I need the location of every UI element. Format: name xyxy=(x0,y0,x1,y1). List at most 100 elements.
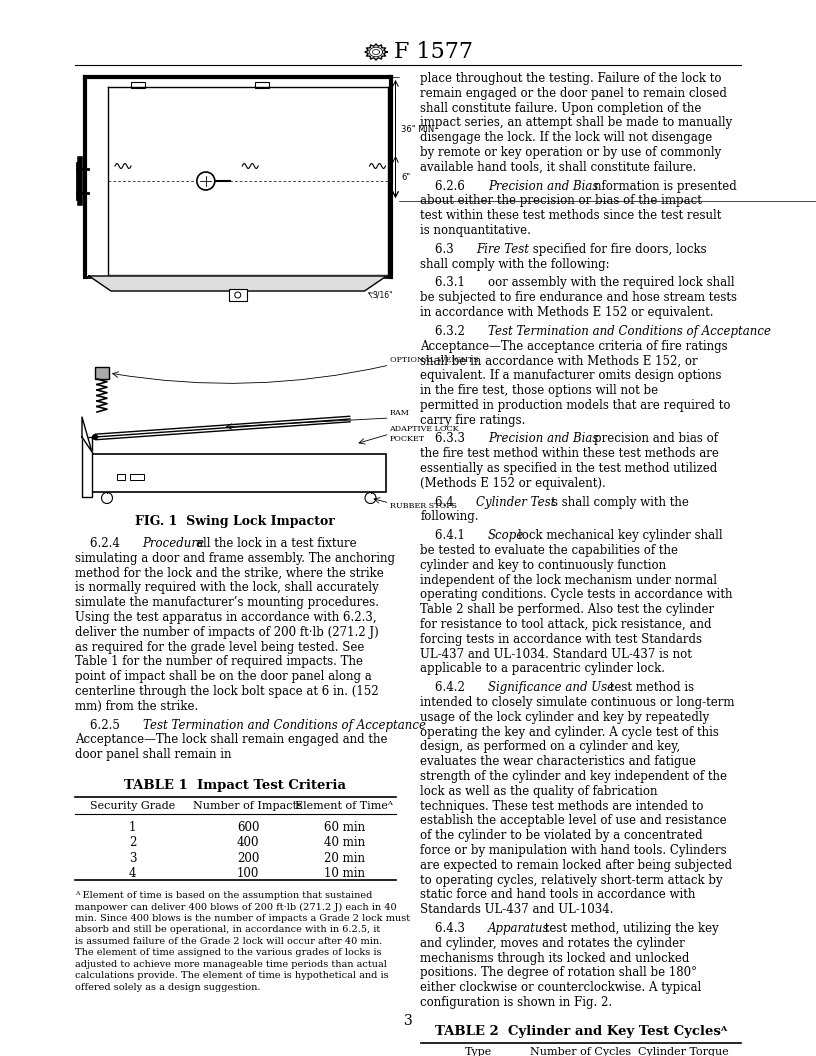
Text: usage of the lock cylinder and key by repeatedly: usage of the lock cylinder and key by re… xyxy=(420,711,710,723)
Polygon shape xyxy=(89,276,387,291)
Text: RAM: RAM xyxy=(389,409,410,417)
Text: force or by manipulation with hand tools. Cylinders: force or by manipulation with hand tools… xyxy=(420,844,727,857)
Text: F 1577: F 1577 xyxy=(394,41,473,63)
Text: Significance and Use: Significance and Use xyxy=(488,681,614,694)
Text: 6.4.2: 6.4.2 xyxy=(420,681,473,694)
Text: 1: 1 xyxy=(129,821,136,834)
Text: 6.3.3: 6.3.3 xyxy=(420,432,473,446)
Text: following.: following. xyxy=(420,510,479,524)
Text: 6.2.6: 6.2.6 xyxy=(420,180,473,192)
Bar xyxy=(255,81,268,88)
Text: oor assembly with the required lock shall: oor assembly with the required lock shal… xyxy=(488,277,734,289)
Text: shall constitute failure. Upon completion of the: shall constitute failure. Upon completio… xyxy=(420,101,702,115)
Circle shape xyxy=(101,492,113,504)
Text: about either the precision or bias of the impact: about either the precision or bias of th… xyxy=(420,194,703,207)
Text: RUBBER STOPS: RUBBER STOPS xyxy=(389,502,456,510)
Text: Precision and Bias: Precision and Bias xyxy=(488,180,598,192)
Text: the fire test method within these test methods are: the fire test method within these test m… xyxy=(420,447,720,460)
Text: all the lock in a test fixture: all the lock in a test fixture xyxy=(196,538,357,550)
Text: absorb and still be operational, in accordance with in 6.2.5, it: absorb and still be operational, in acco… xyxy=(75,925,380,935)
Text: Precision and Bias: Precision and Bias xyxy=(488,432,598,446)
Text: OPTIONAL WEIGHTS: OPTIONAL WEIGHTS xyxy=(389,356,478,364)
Text: simulate the manufacturer’s mounting procedures.: simulate the manufacturer’s mounting pro… xyxy=(75,597,379,609)
Text: 6.4.1: 6.4.1 xyxy=(420,529,473,542)
Circle shape xyxy=(92,434,97,439)
Text: evaluates the wear characteristics and fatigue: evaluates the wear characteristics and f… xyxy=(420,755,697,768)
Text: in accordance with Methods E 152 or equivalent.: in accordance with Methods E 152 or equi… xyxy=(420,306,714,319)
Text: cylinder and key to continuously function: cylinder and key to continuously functio… xyxy=(420,559,667,571)
Text: available hand tools, it shall constitute failure.: available hand tools, it shall constitut… xyxy=(420,161,697,174)
Text: is assumed failure of the Grade 2 lock will occur after 40 min.: is assumed failure of the Grade 2 lock w… xyxy=(75,937,382,946)
Text: The element of time assigned to the various grades of locks is: The element of time assigned to the vari… xyxy=(75,948,382,958)
Text: static force and hand tools in accordance with: static force and hand tools in accordanc… xyxy=(420,888,696,902)
Text: offered solely as a design suggestion.: offered solely as a design suggestion. xyxy=(75,983,260,992)
Text: intended to closely simulate continuous or long-term: intended to closely simulate continuous … xyxy=(420,696,735,709)
Bar xyxy=(131,81,145,88)
Text: Type: Type xyxy=(464,1046,492,1056)
Text: by remote or key operation or by use of commonly: by remote or key operation or by use of … xyxy=(420,146,721,159)
Text: Apparatus: Apparatus xyxy=(488,922,549,935)
Text: and cylinder, moves and rotates the cylinder: and cylinder, moves and rotates the cyli… xyxy=(420,937,685,949)
Text: mm) from the strike.: mm) from the strike. xyxy=(75,700,198,713)
Text: techniques. These test methods are intended to: techniques. These test methods are inten… xyxy=(420,799,704,813)
Text: carry fire ratings.: carry fire ratings. xyxy=(420,414,526,427)
Text: Scope: Scope xyxy=(488,529,524,542)
Text: essentially as specified in the test method utilized: essentially as specified in the test met… xyxy=(420,461,718,475)
Text: operating the key and cylinder. A cycle test of this: operating the key and cylinder. A cycle … xyxy=(420,725,720,738)
Text: either clockwise or counterclockwise. A typical: either clockwise or counterclockwise. A … xyxy=(420,981,702,994)
Text: 600: 600 xyxy=(237,821,259,834)
Text: be tested to evaluate the capabilities of the: be tested to evaluate the capabilities o… xyxy=(420,544,678,557)
Text: 40 min: 40 min xyxy=(324,836,365,849)
Text: applicable to a paracentric cylinder lock.: applicable to a paracentric cylinder loc… xyxy=(420,662,666,676)
Text: min. Since 400 blows is the number of impacts a Grade 2 lock must: min. Since 400 blows is the number of im… xyxy=(75,914,410,923)
Text: 6.3.1: 6.3.1 xyxy=(420,277,473,289)
Text: test method, utilizing the key: test method, utilizing the key xyxy=(541,922,719,935)
Text: Fire Test: Fire Test xyxy=(476,243,529,256)
Text: lock as well as the quality of fabrication: lock as well as the quality of fabricati… xyxy=(420,785,658,797)
Polygon shape xyxy=(82,417,92,452)
Text: UL-437 and UL-1034. Standard UL-437 is not: UL-437 and UL-1034. Standard UL-437 is n… xyxy=(420,647,692,661)
Text: 6.3.2: 6.3.2 xyxy=(420,325,473,338)
Polygon shape xyxy=(365,44,387,60)
Text: ADAPTIVE LOCK: ADAPTIVE LOCK xyxy=(389,425,459,433)
Text: 60 min: 60 min xyxy=(324,821,365,834)
Text: remain engaged or the door panel to remain closed: remain engaged or the door panel to rema… xyxy=(420,87,727,100)
Text: configuration is shown in Fig. 2.: configuration is shown in Fig. 2. xyxy=(420,996,613,1008)
Polygon shape xyxy=(372,50,379,55)
Text: establish the acceptable level of use and resistance: establish the acceptable level of use an… xyxy=(420,814,727,828)
Text: are expected to remain locked after being subjected: are expected to remain locked after bein… xyxy=(420,859,733,872)
Text: strength of the cylinder and key independent of the: strength of the cylinder and key indepen… xyxy=(420,770,728,782)
Text: lock mechanical key cylinder shall: lock mechanical key cylinder shall xyxy=(517,529,722,542)
Text: Test Termination and Conditions of Acceptance: Test Termination and Conditions of Accep… xyxy=(143,718,425,732)
Text: test method is: test method is xyxy=(606,681,694,694)
Text: adjusted to achieve more manageable time periods than actual: adjusted to achieve more manageable time… xyxy=(75,960,387,969)
Text: disengage the lock. If the lock will not disengage: disengage the lock. If the lock will not… xyxy=(420,131,712,145)
Text: to operating cycles, relatively short-term attack by: to operating cycles, relatively short-te… xyxy=(420,873,723,887)
Text: place throughout the testing. Failure of the lock to: place throughout the testing. Failure of… xyxy=(420,72,722,84)
Text: forcing tests in accordance with test Standards: forcing tests in accordance with test St… xyxy=(420,633,703,646)
Text: 6.3: 6.3 xyxy=(420,243,462,256)
Text: 200: 200 xyxy=(237,852,259,865)
Text: shall be in accordance with Methods E 152, or: shall be in accordance with Methods E 15… xyxy=(420,355,698,367)
Text: 3: 3 xyxy=(404,1014,412,1027)
Bar xyxy=(130,474,144,480)
Text: Test Termination and Conditions of Acceptance: Test Termination and Conditions of Accep… xyxy=(488,325,771,338)
Text: deliver the number of impacts of 200 ft·lb (271.2 J): deliver the number of impacts of 200 ft·… xyxy=(75,626,379,639)
Text: operating conditions. Cycle tests in accordance with: operating conditions. Cycle tests in acc… xyxy=(420,588,733,602)
Text: is normally required with the lock, shall accurately: is normally required with the lock, shal… xyxy=(75,582,379,595)
Text: Cylinder Test: Cylinder Test xyxy=(476,495,555,509)
Text: FIG. 1  Swing Lock Impactor: FIG. 1 Swing Lock Impactor xyxy=(135,515,335,528)
Text: in the fire test, those options will not be: in the fire test, those options will not… xyxy=(420,384,659,397)
Text: (Methods E 152 or equivalent).: (Methods E 152 or equivalent). xyxy=(420,477,606,490)
Text: shall comply with the following:: shall comply with the following: xyxy=(420,258,610,270)
Text: 10 min: 10 min xyxy=(324,867,365,881)
Text: Standards UL-437 and UL-1034.: Standards UL-437 and UL-1034. xyxy=(420,903,614,917)
Text: nformation is presented: nformation is presented xyxy=(594,180,737,192)
Text: manpower can deliver 400 blows of 200 ft·lb (271.2 J) each in 40: manpower can deliver 400 blows of 200 ft… xyxy=(75,903,397,911)
Text: 6.2.5: 6.2.5 xyxy=(75,718,127,732)
Circle shape xyxy=(235,293,241,298)
Text: 100: 100 xyxy=(237,867,259,881)
Text: be subjected to fire endurance and hose stream tests: be subjected to fire endurance and hose … xyxy=(420,291,738,304)
Text: Security Grade: Security Grade xyxy=(90,802,175,811)
Text: simulating a door and frame assembly. The anchoring: simulating a door and frame assembly. Th… xyxy=(75,552,395,565)
